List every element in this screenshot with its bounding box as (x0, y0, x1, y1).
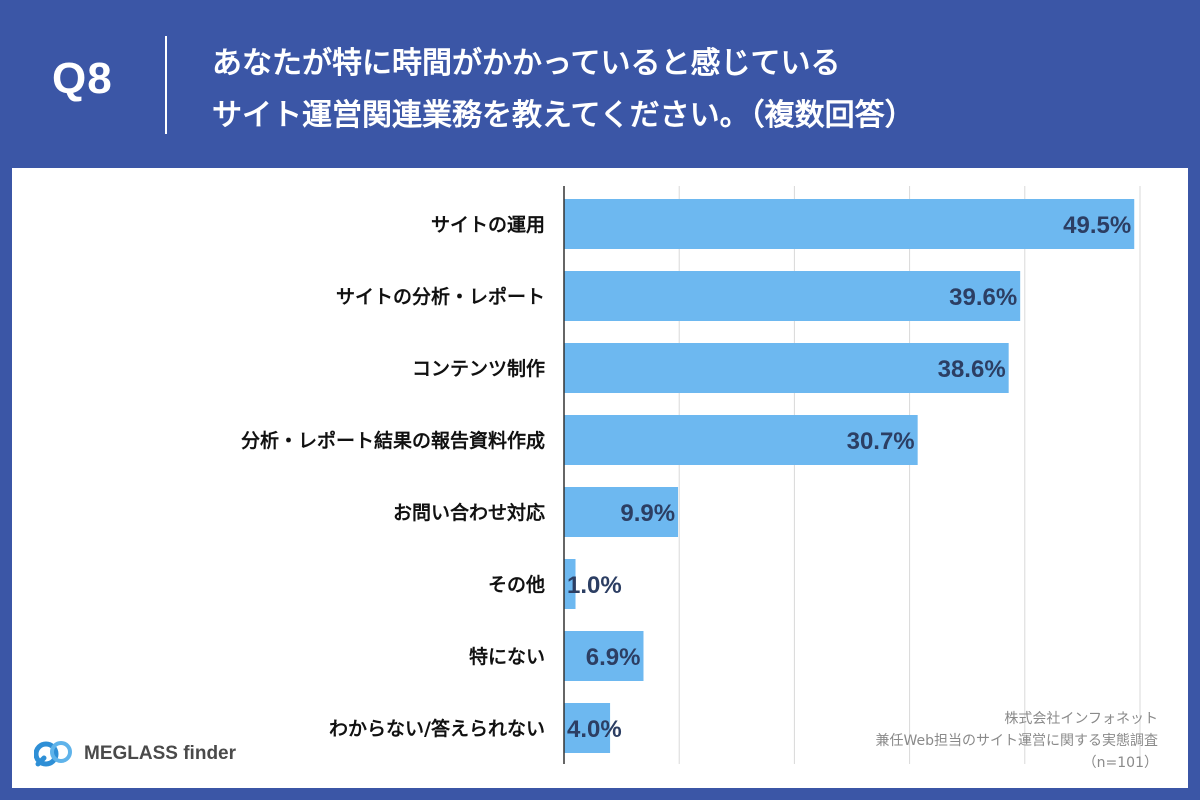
bar (564, 559, 576, 609)
category-label: サイトの運用 (431, 214, 545, 236)
question-title: あなたが特に時間がかかっていると感じている サイト運営関連業務を教えてください。… (212, 38, 1172, 142)
logo-text: MEGLASS finder (84, 743, 237, 764)
category-label: わからない/答えられない (329, 717, 545, 740)
value-label: 39.6% (949, 284, 1017, 311)
bar (564, 343, 1009, 393)
source-note: 株式会社インフォネット 兼任Web担当のサイト運営に関する実態調査 （n=101… (738, 708, 1158, 774)
category-label: お問い合わせ対応 (393, 501, 545, 524)
source-sample: （n=101） (1082, 755, 1158, 771)
source-company: 株式会社インフォネット (1004, 711, 1158, 727)
category-label: 特にない (469, 646, 545, 668)
category-label: 分析・レポート結果の報告資料作成 (241, 429, 545, 452)
title-line-1: あなたが特に時間がかかっていると感じている (212, 46, 841, 81)
bar (564, 487, 679, 537)
chart-panel: サイトの運用 49.5% サイトの分析・レポート 39.6% コンテンツ制作 38.6% 分… (12, 168, 1188, 788)
bar (564, 271, 1021, 321)
value-label: 30.7% (847, 428, 915, 455)
value-label: 9.9% (620, 500, 675, 527)
header-divider (165, 36, 167, 134)
header: Q8 あなたが特に時間がかかっていると感じている サイト運営関連業務を教えてくだ… (0, 0, 1200, 168)
value-label: 49.5% (1063, 212, 1131, 239)
value-label: 1.0% (567, 572, 622, 599)
bar (564, 631, 644, 681)
value-label: 6.9% (586, 644, 641, 671)
question-number: Q8 (52, 54, 113, 103)
meglass-logo-icon (34, 741, 72, 767)
bar-chart: サイトの運用 49.5% サイトの分析・レポート 39.6% コンテンツ制作 38.6% 分… (241, 186, 1141, 764)
title-line-2: サイト運営関連業務を教えてください。（複数回答） (212, 98, 915, 133)
meglass-logo: MEGLASS finder (34, 738, 236, 770)
value-label: 38.6% (938, 356, 1006, 383)
bar (564, 703, 611, 753)
source-survey: 兼任Web担当のサイト運営に関する実態調査 (875, 733, 1158, 749)
category-label: サイトの分析・レポート (336, 285, 545, 308)
category-label: コンテンツ制作 (412, 357, 545, 380)
bar (564, 199, 1135, 249)
value-label: 4.0% (567, 716, 622, 743)
category-label: その他 (488, 573, 545, 596)
bar (564, 415, 918, 465)
